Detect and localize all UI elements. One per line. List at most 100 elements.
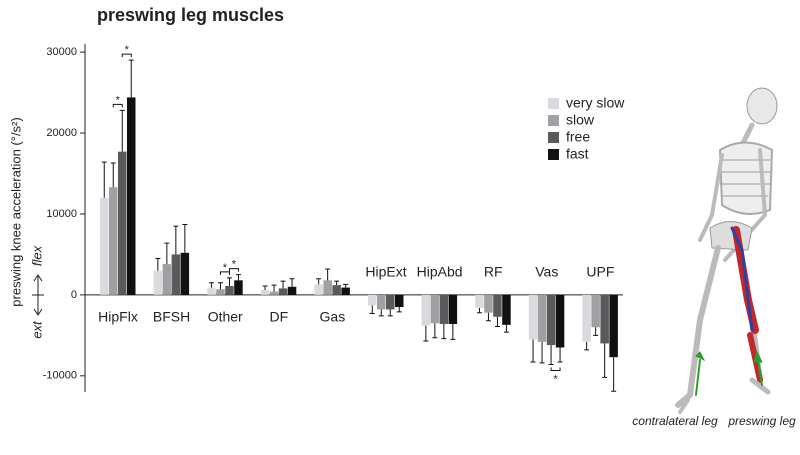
category-label: HipExt xyxy=(365,264,406,280)
error-bar xyxy=(584,341,590,351)
error-bar xyxy=(343,283,349,288)
bar xyxy=(386,294,395,310)
category-label: DF xyxy=(269,309,288,325)
bar xyxy=(537,294,547,342)
error-bar xyxy=(173,225,179,255)
ext-label: ext xyxy=(29,320,44,339)
y-tick-label: -10000 xyxy=(43,370,77,382)
bar xyxy=(395,294,404,308)
significance-bracket xyxy=(121,53,132,58)
error-bar xyxy=(396,307,402,313)
error-bar xyxy=(485,312,491,322)
contralateral-leg-label: contralateral leg xyxy=(632,414,718,428)
legend-label: very slow xyxy=(566,95,625,111)
bar xyxy=(180,252,190,295)
bar xyxy=(475,294,484,308)
bar xyxy=(448,294,458,325)
bar xyxy=(323,280,332,295)
significance-bracket xyxy=(219,271,230,275)
error-bar xyxy=(280,280,286,289)
bar xyxy=(591,294,600,328)
category-label: Gas xyxy=(320,309,346,325)
error-bar xyxy=(316,278,322,285)
bar xyxy=(368,294,377,306)
error-bar xyxy=(128,59,134,98)
error-bar xyxy=(548,345,554,365)
category-label: Vas xyxy=(535,264,558,280)
significance-mark: * xyxy=(553,373,558,385)
bar xyxy=(484,294,493,313)
error-bar xyxy=(226,277,232,286)
error-bar xyxy=(164,242,170,265)
error-bar xyxy=(262,285,268,291)
bar xyxy=(278,288,288,295)
category-label: BFSH xyxy=(153,309,190,325)
legend-swatch xyxy=(548,132,559,143)
bar xyxy=(216,289,225,295)
error-bar xyxy=(110,162,116,188)
bar xyxy=(421,294,431,326)
bar xyxy=(269,291,279,295)
error-bar xyxy=(530,339,536,363)
bar xyxy=(207,287,216,295)
legend-swatch xyxy=(548,149,559,160)
bar xyxy=(582,294,591,342)
error-bar xyxy=(423,325,429,342)
y-tick-label: 10000 xyxy=(46,208,77,220)
legend-label: slow xyxy=(566,112,595,128)
error-bar xyxy=(450,324,456,340)
y-tick-label: 20000 xyxy=(46,127,77,139)
significance-mark: * xyxy=(116,94,121,106)
error-bar xyxy=(557,347,563,363)
error-bar xyxy=(378,309,384,317)
bar xyxy=(162,264,172,295)
legend-label: free xyxy=(566,129,590,145)
error-bar xyxy=(369,305,375,314)
bar xyxy=(153,270,163,295)
bar xyxy=(502,294,511,325)
bar xyxy=(377,294,386,310)
bar xyxy=(127,97,136,295)
significance-bracket xyxy=(550,367,561,371)
legend-swatch xyxy=(548,98,559,109)
bar xyxy=(314,284,323,295)
bar xyxy=(528,294,538,340)
error-bar xyxy=(217,282,223,290)
y-tick-label: 30000 xyxy=(46,46,77,58)
bar xyxy=(439,294,449,325)
error-bar xyxy=(593,327,599,336)
category-label: HipAbd xyxy=(417,264,463,280)
error-bar xyxy=(539,341,545,364)
bar xyxy=(600,294,609,344)
legend-label: fast xyxy=(566,146,589,162)
bar xyxy=(546,294,556,346)
error-bar xyxy=(503,324,509,333)
error-bar xyxy=(325,268,331,281)
error-bar xyxy=(432,323,438,339)
bar xyxy=(332,285,341,295)
category-label: RF xyxy=(484,264,503,280)
bar xyxy=(493,294,502,317)
error-bar xyxy=(441,324,447,340)
significance-mark: * xyxy=(223,262,228,274)
error-bar xyxy=(611,357,617,392)
skeleton-figure xyxy=(675,87,778,414)
y-tick-label: 0 xyxy=(71,289,77,301)
significance-bracket xyxy=(112,103,123,108)
bar xyxy=(287,286,297,295)
significance-bracket xyxy=(228,268,239,272)
significance-mark: * xyxy=(125,44,130,56)
error-bar xyxy=(387,309,393,317)
category-label: UPF xyxy=(586,264,614,280)
error-bar xyxy=(208,282,214,288)
bar xyxy=(118,151,127,295)
bar xyxy=(609,294,618,358)
bar xyxy=(109,187,118,295)
error-bar xyxy=(334,280,340,286)
bar xyxy=(234,280,243,295)
bar xyxy=(100,197,109,295)
error-bar xyxy=(494,316,500,327)
error-bar xyxy=(235,274,241,281)
error-bar xyxy=(182,223,188,253)
